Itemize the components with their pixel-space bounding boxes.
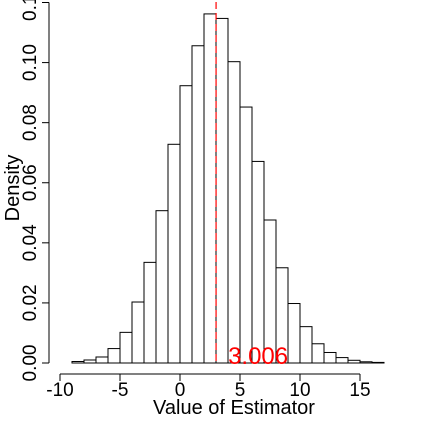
y-tick-label: 0.04 xyxy=(20,224,41,261)
histogram-bar xyxy=(239,106,253,364)
x-tick-label: 0 xyxy=(175,380,186,401)
histogram-bar xyxy=(251,160,265,364)
y-tick-label: 0.00 xyxy=(20,345,41,382)
y-tick-label: 0.12 xyxy=(20,0,41,21)
histogram-bar xyxy=(95,356,109,364)
reference-line-label: 3.006 xyxy=(228,343,288,370)
histogram-bar xyxy=(299,326,313,364)
y-axis-title: Density xyxy=(2,155,24,222)
histogram-bar xyxy=(371,361,385,364)
histogram-bar xyxy=(167,143,181,364)
histogram-bar xyxy=(191,45,205,364)
x-tick-label: -5 xyxy=(112,380,129,401)
histogram-bars xyxy=(71,13,385,364)
histogram-bar xyxy=(287,303,301,364)
histogram-bar xyxy=(143,261,157,364)
x-tick-label: 5 xyxy=(235,380,246,401)
y-axis: 0.00 0.02 0.04 0.06 0.08 0.10 0.12 xyxy=(20,0,50,382)
histogram-bar xyxy=(311,343,325,364)
reference-line-group: 3.006 xyxy=(215,2,288,370)
y-tick-label: 0.02 xyxy=(20,284,41,321)
histogram-bar xyxy=(323,351,337,364)
histogram-bar xyxy=(227,61,241,364)
histogram-bar xyxy=(215,17,229,364)
histogram-bar xyxy=(83,359,97,364)
histogram-bar xyxy=(179,85,193,364)
x-tick-label: -10 xyxy=(46,380,73,401)
histogram-bar xyxy=(347,359,361,364)
histogram-bar xyxy=(335,357,349,364)
histogram-bar xyxy=(107,348,121,364)
y-tick-label: 0.06 xyxy=(20,164,41,201)
histogram-bar xyxy=(119,331,133,364)
x-axis: -10 -5 0 5 10 15 xyxy=(46,373,371,401)
histogram-bar xyxy=(359,361,373,364)
x-tick-label: 10 xyxy=(289,380,310,401)
y-tick-label: 0.08 xyxy=(20,104,41,141)
x-tick-label: 15 xyxy=(349,380,370,401)
histogram-bar xyxy=(155,210,169,364)
histogram-bar xyxy=(263,219,277,364)
histogram-bar xyxy=(71,360,85,364)
y-tick-label: 0.10 xyxy=(20,44,41,81)
x-axis-title: Value of Estimator xyxy=(153,397,315,419)
histogram-bar xyxy=(203,13,217,364)
histogram-bar xyxy=(131,301,145,364)
